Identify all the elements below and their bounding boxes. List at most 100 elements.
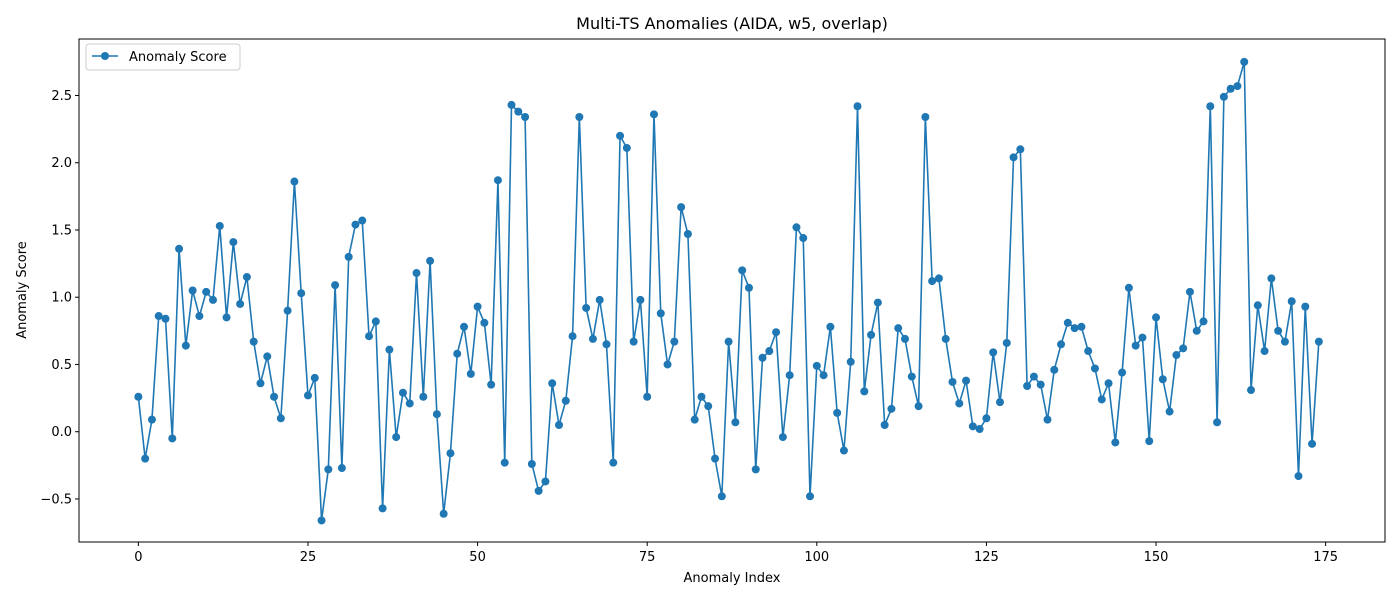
data-point (806, 492, 815, 501)
data-point (928, 277, 937, 286)
data-point (371, 317, 380, 326)
data-point (1233, 82, 1242, 91)
data-point (744, 283, 753, 292)
data-point (1240, 57, 1249, 66)
y-tick-label: 1.0 (51, 291, 72, 306)
data-point (521, 113, 530, 122)
data-point (1002, 338, 1011, 347)
data-point (921, 113, 930, 122)
data-point (785, 371, 794, 380)
data-point (229, 238, 238, 247)
data-point (1274, 326, 1283, 335)
data-point (385, 345, 394, 354)
data-point (473, 302, 482, 311)
data-point (1199, 317, 1208, 326)
data-point (283, 306, 292, 315)
data-point (351, 220, 360, 229)
data-point (867, 330, 876, 339)
data-point (555, 420, 563, 429)
data-point (412, 269, 421, 278)
data-point (1301, 302, 1310, 311)
series-layer (134, 57, 1323, 525)
y-tick-label: 0.5 (51, 358, 72, 373)
x-tick-label: 150 (1144, 550, 1169, 565)
data-point (629, 337, 638, 346)
data-point (948, 377, 957, 386)
data-point (962, 376, 971, 385)
data-point (337, 464, 346, 473)
data-point (792, 223, 801, 232)
data-point (1050, 365, 1059, 374)
data-point (663, 360, 672, 369)
data-point (1185, 287, 1194, 296)
data-point (1287, 297, 1296, 306)
data-point (1131, 341, 1140, 350)
data-point (1138, 333, 1147, 342)
legend-box (85, 43, 241, 71)
data-point (1104, 379, 1113, 388)
data-point (711, 454, 720, 463)
data-point (989, 348, 998, 357)
data-point (717, 492, 726, 501)
data-point (751, 465, 760, 474)
data-point (975, 425, 984, 434)
data-point (480, 318, 489, 327)
data-point (758, 353, 767, 362)
data-point (1124, 283, 1133, 292)
data-point (161, 314, 170, 323)
data-point (1267, 274, 1276, 283)
data-point (344, 252, 353, 261)
data-point (1260, 347, 1269, 356)
data-point (256, 379, 265, 388)
data-point (1009, 153, 1018, 162)
data-point (1043, 415, 1052, 424)
data-point (765, 347, 774, 356)
data-point (738, 266, 747, 275)
data-point (731, 418, 740, 427)
data-point (1213, 418, 1222, 427)
data-point (595, 295, 604, 304)
data-point (541, 477, 550, 486)
data-point (1294, 472, 1303, 481)
data-point (1016, 145, 1025, 154)
data-point (778, 433, 787, 442)
data-point (1314, 337, 1323, 346)
data-point (378, 504, 387, 513)
data-point (697, 392, 706, 401)
y-axis-ticks: −0.5 0.0 0.5 1.0 1.5 2.0 2.5 (40, 89, 79, 507)
data-point (507, 100, 516, 109)
data-point (242, 273, 251, 282)
data-point (426, 256, 435, 265)
data-point (1023, 381, 1032, 390)
data-point (1084, 347, 1093, 356)
data-point (290, 177, 299, 186)
data-point (683, 230, 692, 239)
data-point (1165, 407, 1174, 416)
data-point (1226, 84, 1235, 93)
x-tick-label: 125 (974, 550, 999, 565)
data-point (270, 392, 279, 401)
y-tick-label: 2.0 (51, 156, 72, 171)
data-point (432, 410, 441, 419)
data-point (670, 337, 679, 346)
x-tick-label: 0 (134, 550, 142, 565)
data-point (887, 404, 896, 413)
data-point (181, 341, 190, 350)
data-point (195, 312, 204, 321)
data-point (941, 334, 950, 343)
data-point (1111, 438, 1120, 447)
y-axis-label: Anomaly Score (15, 241, 30, 339)
data-point (1308, 439, 1317, 448)
data-point (1280, 337, 1289, 346)
data-point (643, 392, 652, 401)
data-point (1172, 351, 1181, 360)
data-point (514, 107, 523, 116)
y-tick-label: 2.5 (51, 89, 72, 104)
data-point (548, 379, 557, 388)
data-point (690, 415, 699, 424)
data-point (500, 458, 509, 467)
data-point (1029, 372, 1038, 381)
data-point (175, 244, 184, 253)
data-point (419, 392, 428, 401)
